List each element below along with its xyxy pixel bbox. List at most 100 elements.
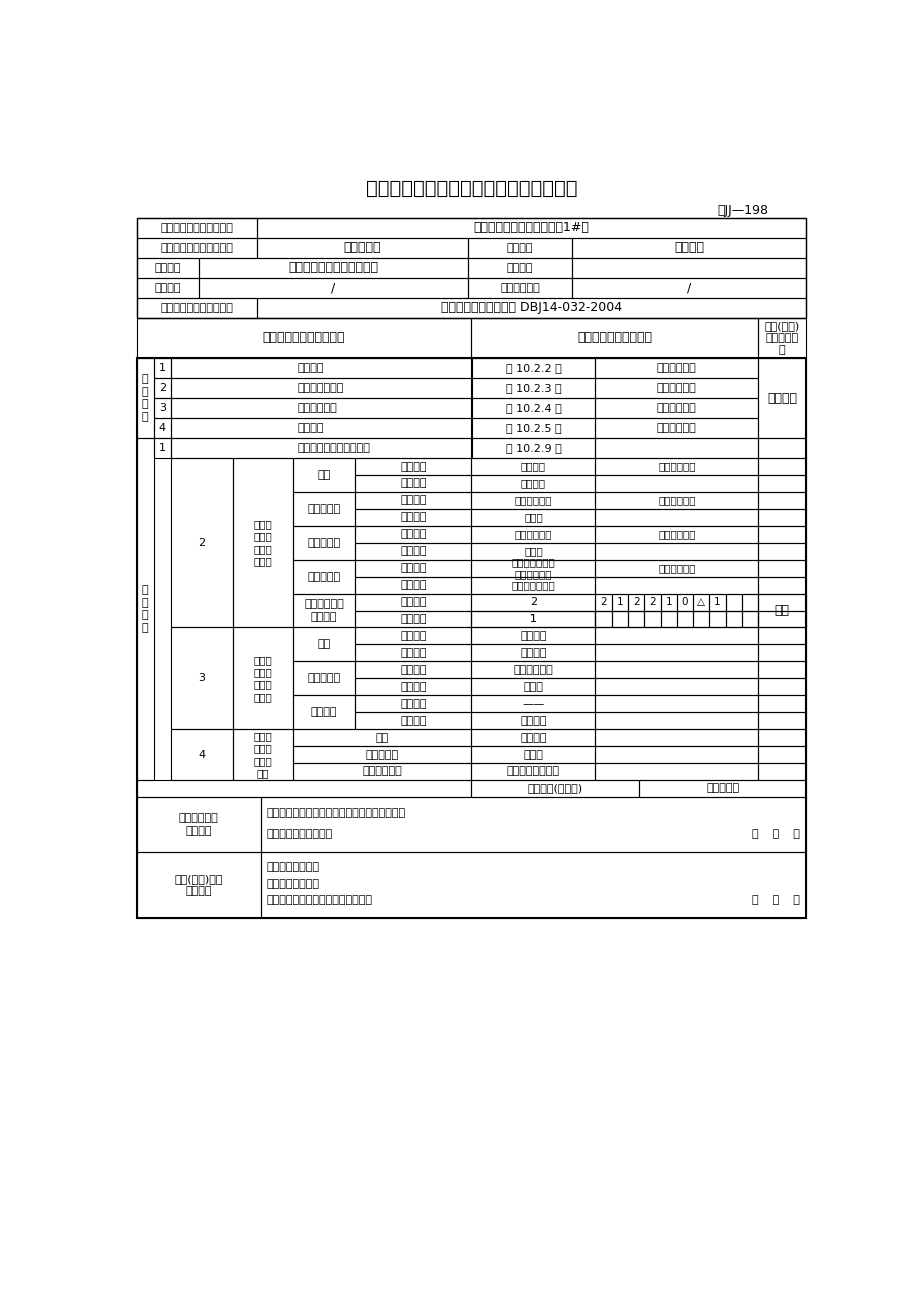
Bar	[471, 560, 595, 577]
Bar	[643, 611, 660, 628]
Text: 年    月    日: 年 月 日	[752, 829, 800, 840]
Text: 涂饰综合质量: 涂饰综合质量	[298, 404, 337, 413]
Bar	[471, 378, 595, 398]
Text: 1: 1	[529, 615, 537, 624]
Text: △: △	[697, 598, 705, 607]
Text: 项目经理: 项目经理	[506, 263, 533, 273]
Bar	[595, 418, 757, 437]
Bar	[757, 594, 805, 628]
Bar	[471, 628, 595, 644]
Bar	[471, 611, 595, 628]
Text: 水性涂料涂饰工程检验批质量验收记录表: 水性涂料涂饰工程检验批质量验收记录表	[366, 180, 576, 198]
Bar	[467, 277, 572, 298]
Text: 普通涂饰: 普通涂饰	[400, 496, 426, 505]
Bar	[660, 611, 676, 628]
Bar	[137, 318, 471, 358]
Bar	[293, 661, 355, 695]
Bar	[725, 611, 741, 628]
Bar	[595, 678, 757, 695]
Bar	[355, 577, 471, 594]
Bar	[757, 437, 805, 458]
Bar	[471, 611, 595, 628]
Bar	[595, 398, 757, 418]
Bar	[471, 577, 595, 594]
Bar	[471, 678, 595, 695]
Text: 普通涂饰: 普通涂饰	[400, 699, 426, 708]
Text: 符合规范要求: 符合规范要求	[656, 423, 696, 434]
Text: 装饰线、分色
线直线度: 装饰线、分色 线直线度	[304, 599, 344, 622]
Text: 符合规范要求: 符合规范要求	[657, 461, 695, 471]
Text: 0: 0	[681, 598, 687, 607]
Text: 高级涂饰: 高级涂饰	[400, 615, 426, 624]
Bar	[355, 661, 471, 678]
Text: 涂饰颜色和图案: 涂饰颜色和图案	[298, 383, 344, 393]
Bar	[293, 628, 355, 661]
Bar	[471, 458, 595, 475]
Text: 4: 4	[198, 750, 205, 759]
Text: 高级涂饰: 高级涂饰	[400, 479, 426, 488]
Text: 2: 2	[198, 538, 205, 548]
Text: 主控项目满足设计及规范要求，一般项目合格。: 主控项目满足设计及规范要求，一般项目合格。	[267, 807, 405, 818]
Text: 普通涂饰: 普通涂饰	[400, 631, 426, 641]
Text: 山东普利建筑工程有限公司: 山东普利建筑工程有限公司	[288, 262, 378, 275]
Bar	[757, 729, 805, 746]
Text: 监理(建设)
单位验收记
录: 监理(建设) 单位验收记 录	[764, 320, 799, 355]
Bar	[595, 611, 611, 628]
Text: 合格，通过验收。: 合格，通过验收。	[267, 862, 320, 872]
Text: /: /	[331, 281, 335, 294]
Bar	[471, 358, 595, 378]
Text: （建设单位项目专业技术负责人）：: （建设单位项目专业技术负责人）：	[267, 894, 372, 905]
Bar	[471, 763, 595, 780]
Text: 均匀，不允许连片: 均匀，不允许连片	[506, 767, 560, 776]
Text: 1: 1	[616, 598, 622, 607]
Bar	[757, 611, 805, 628]
Text: 不允许: 不允许	[523, 750, 543, 759]
Bar	[355, 678, 471, 695]
Text: 喷点疏密程度: 喷点疏密程度	[362, 767, 402, 776]
Bar	[595, 492, 757, 509]
Bar	[757, 492, 805, 509]
Bar	[137, 358, 153, 437]
Bar	[757, 594, 805, 611]
Text: 2: 2	[159, 383, 165, 393]
Bar	[355, 475, 471, 492]
Text: 允许少量轻微: 允许少量轻微	[513, 665, 552, 674]
Text: 2: 2	[529, 598, 537, 607]
Bar	[709, 594, 725, 611]
Text: 疏密均匀: 疏密均匀	[519, 716, 546, 725]
Bar	[137, 797, 260, 853]
Bar	[137, 277, 199, 298]
Bar	[260, 853, 805, 918]
Text: 施工质量验收规范的规定: 施工质量验收规范的规定	[263, 332, 345, 345]
Bar	[355, 712, 471, 729]
Bar	[355, 644, 471, 661]
Text: 专业监理工程师：: 专业监理工程师：	[267, 879, 320, 889]
Bar	[471, 780, 638, 797]
Bar	[471, 695, 595, 712]
Bar	[757, 678, 805, 695]
Bar	[595, 560, 757, 577]
Bar	[757, 475, 805, 492]
Text: 薄涂料
涂饰质
量和允
许偏差: 薄涂料 涂饰质 量和允 许偏差	[254, 519, 272, 566]
Bar	[471, 509, 595, 526]
Bar	[595, 594, 611, 611]
Text: 分包项目经理: 分包项目经理	[500, 283, 539, 293]
Text: 1: 1	[529, 615, 536, 624]
Bar	[171, 729, 233, 780]
Bar	[355, 628, 471, 644]
Bar	[471, 729, 595, 746]
Bar	[153, 358, 171, 378]
Bar	[171, 398, 471, 418]
Text: 建筑工程施工工艺规程 DBJ14-032-2004: 建筑工程施工工艺规程 DBJ14-032-2004	[440, 302, 621, 314]
Text: 普通涂饰: 普通涂饰	[400, 461, 426, 471]
Bar	[137, 358, 805, 918]
Bar	[171, 358, 471, 378]
Text: 施工单位检查评定记录: 施工单位检查评定记录	[577, 332, 652, 345]
Text: 厚涂料
涂饰质
量、允
许偏差: 厚涂料 涂饰质 量、允 许偏差	[254, 655, 272, 702]
Bar	[293, 458, 355, 492]
Bar	[171, 458, 233, 628]
Bar	[293, 729, 471, 746]
Bar	[293, 695, 355, 729]
Text: 符合规范要求: 符合规范要求	[657, 530, 695, 539]
Text: ——: ——	[522, 699, 544, 708]
